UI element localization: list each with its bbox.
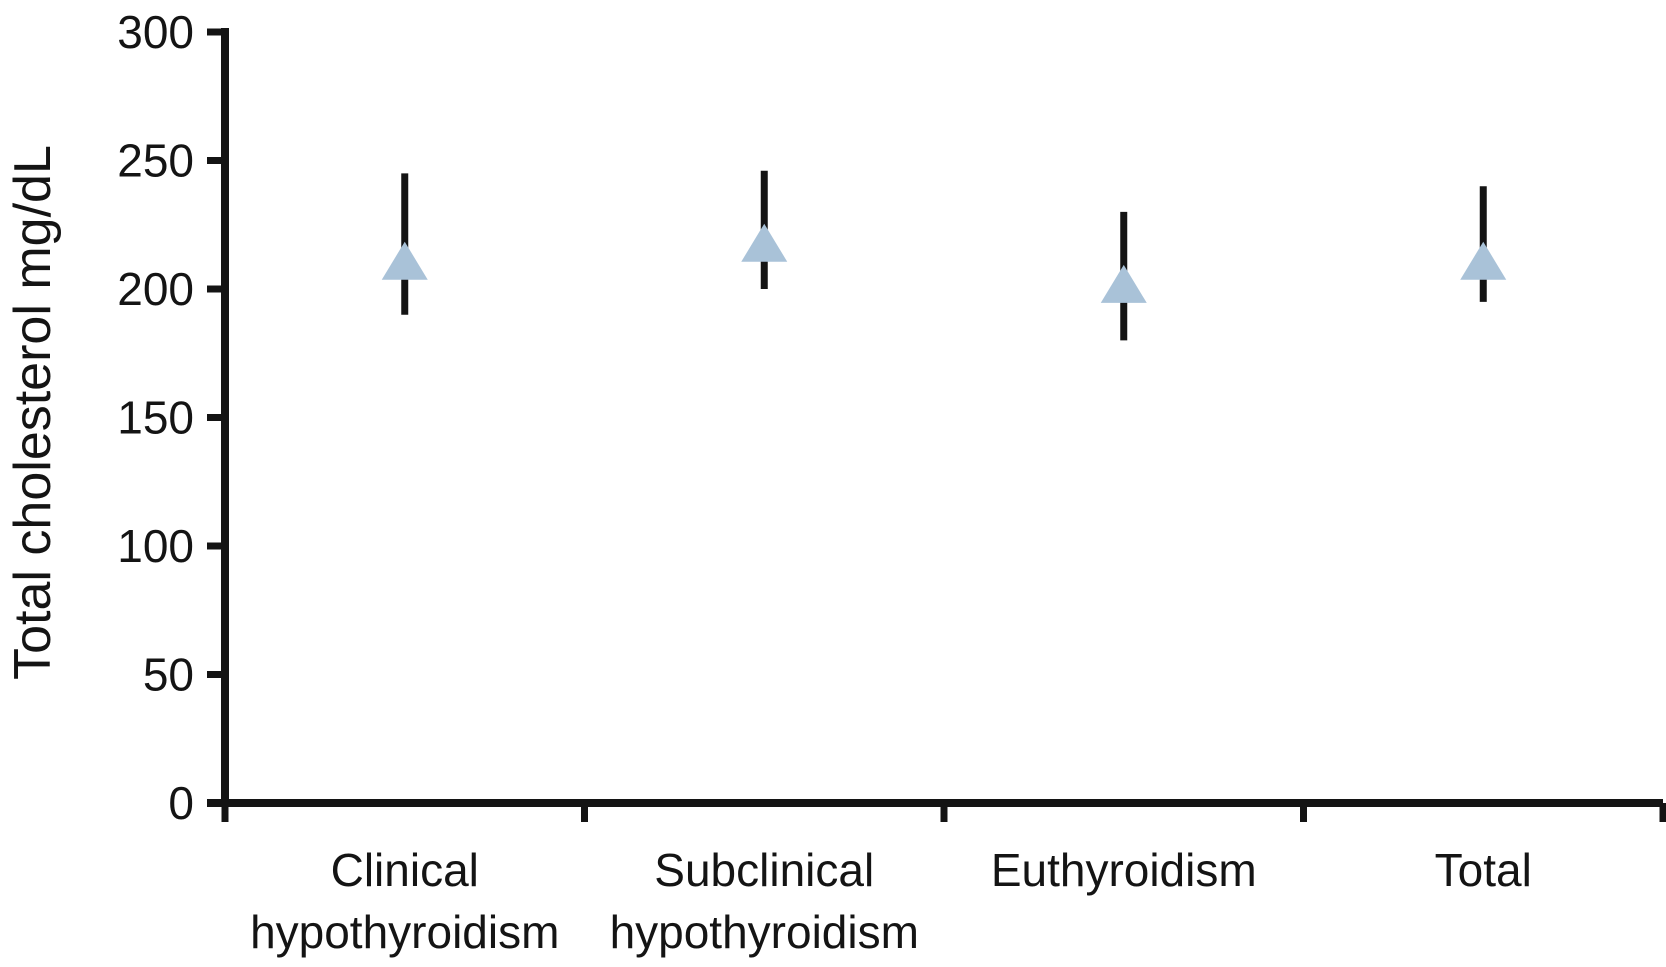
mean-marker-triangle: [741, 223, 788, 262]
x-category-label: Total: [1435, 844, 1532, 896]
x-category-label: hypothyroidism: [610, 906, 919, 958]
x-category-label: hypothyroidism: [250, 906, 559, 958]
x-category-label: Subclinical: [654, 844, 874, 896]
mean-marker-triangle: [381, 241, 428, 280]
y-tick-label: 50: [143, 649, 194, 701]
y-tick-label: 200: [117, 263, 194, 315]
y-tick-label: 100: [117, 520, 194, 572]
y-tick-label: 250: [117, 135, 194, 187]
x-category-label: Euthyroidism: [991, 844, 1257, 896]
mean-marker-triangle: [1460, 241, 1507, 280]
y-axis-title: Total cholesterol mg/dL: [4, 145, 62, 680]
y-tick-label: 0: [168, 777, 194, 829]
y-tick-label: 300: [117, 6, 194, 58]
y-tick-label: 150: [117, 392, 194, 444]
x-category-label: Clinical: [331, 844, 479, 896]
mean-marker-triangle: [1100, 264, 1147, 303]
